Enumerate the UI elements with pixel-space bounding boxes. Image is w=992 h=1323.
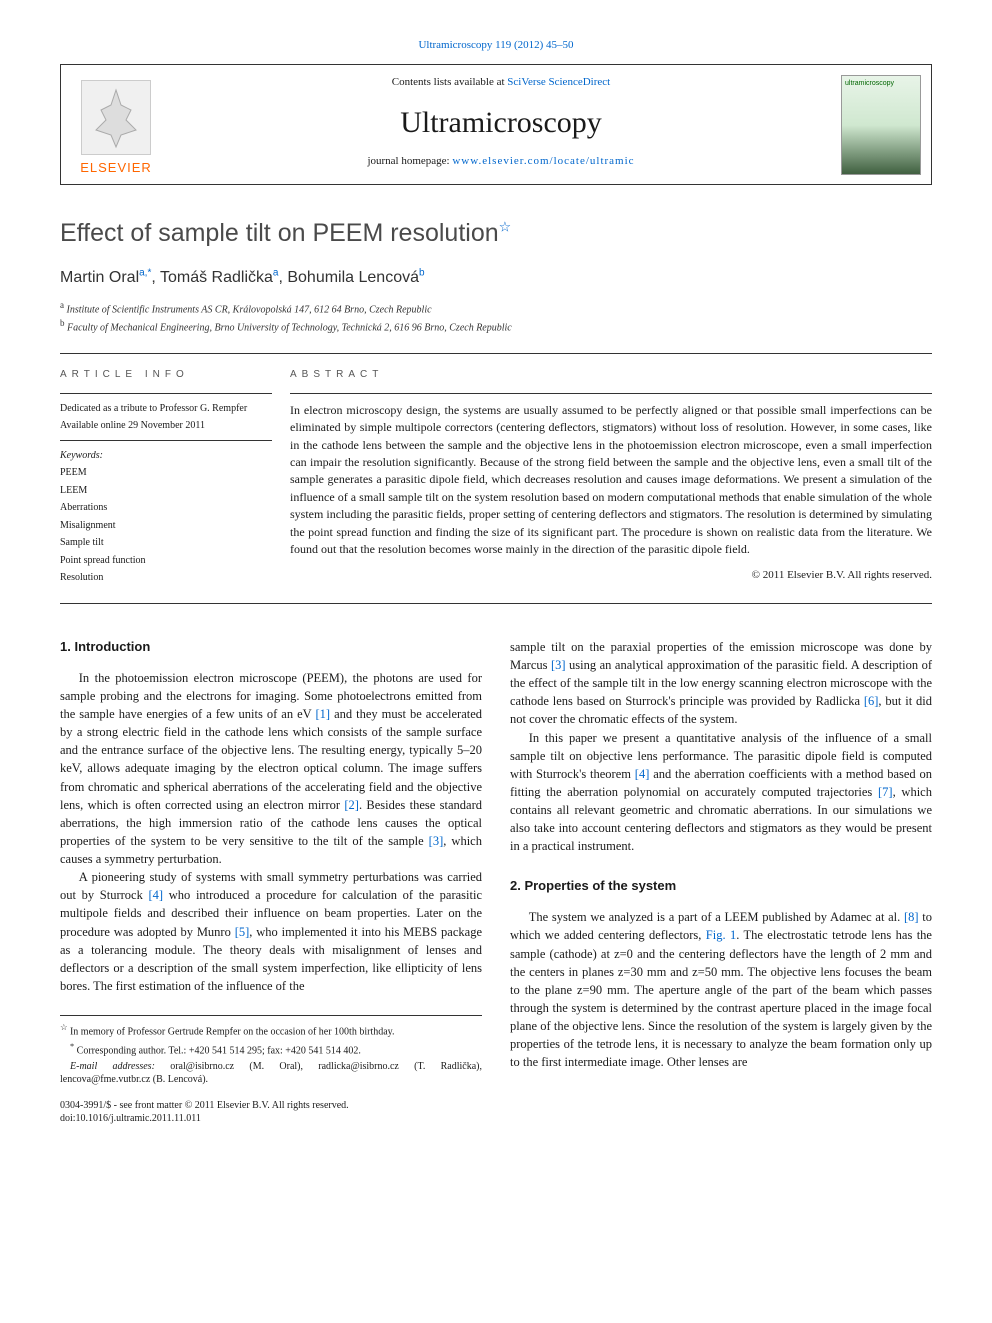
keyword: Sample tilt: [60, 536, 272, 551]
article-info-column: article info Dedicated as a tribute to P…: [60, 354, 290, 603]
abstract-heading: abstract: [290, 368, 932, 383]
footnote-memory: ☆ In memory of Professor Gertrude Rempfe…: [60, 1022, 482, 1039]
abstract-rule: [290, 393, 932, 394]
body-columns: 1. Introduction In the photoemission ele…: [60, 638, 932, 1125]
author-1-sup[interactable]: a,*: [139, 267, 151, 278]
info-rule-2: [60, 440, 272, 441]
corr-text: Corresponding author. Tel.: +420 541 514…: [77, 1045, 361, 1056]
email-label: E-mail addresses:: [70, 1061, 155, 1072]
affiliation-a: a Institute of Scientific Instruments AS…: [60, 299, 932, 317]
text: The system we analyzed is a part of a LE…: [529, 910, 904, 924]
s1-p2: A pioneering study of systems with small…: [60, 868, 482, 995]
ref-6-link[interactable]: [6]: [864, 694, 879, 708]
footnotes: ☆ In memory of Professor Gertrude Rempfe…: [60, 1015, 482, 1087]
abstract-column: abstract In electron microscopy design, …: [290, 354, 932, 603]
contents-line: Contents lists available at SciVerse Sci…: [181, 75, 821, 91]
keyword: Resolution: [60, 571, 272, 586]
author-3-sup[interactable]: b: [419, 267, 425, 278]
ref-4-link[interactable]: [4]: [149, 888, 164, 902]
dedication: Dedicated as a tribute to Professor G. R…: [60, 402, 272, 417]
cover-title: ultramicroscopy: [845, 79, 917, 89]
info-abstract-row: article info Dedicated as a tribute to P…: [60, 353, 932, 604]
affiliations: a Institute of Scientific Instruments AS…: [60, 299, 932, 336]
keywords-label: Keywords:: [60, 449, 272, 464]
body-col-right: sample tilt on the paraxial properties o…: [510, 638, 932, 1125]
keyword: Misalignment: [60, 519, 272, 534]
section-2-heading: 2. Properties of the system: [510, 877, 932, 896]
memory-marker: ☆: [60, 1023, 67, 1032]
section-1-heading: 1. Introduction: [60, 638, 482, 657]
authors: Martin Orala,*, Tomáš Radličkaa, Bohumil…: [60, 266, 932, 289]
top-citation: Ultramicroscopy 119 (2012) 45–50: [60, 38, 932, 54]
info-rule-1: [60, 393, 272, 394]
sciencedirect-link[interactable]: SciVerse ScienceDirect: [507, 76, 610, 88]
corr-marker: *: [70, 1042, 74, 1051]
article-info-heading: article info: [60, 368, 272, 383]
keyword: PEEM: [60, 466, 272, 481]
affil-a-text: Institute of Scientific Instruments AS C…: [67, 304, 432, 315]
abstract-copyright: © 2011 Elsevier B.V. All rights reserved…: [290, 568, 932, 584]
cover-block: ultramicroscopy: [831, 65, 931, 184]
ref-5-link[interactable]: [5]: [235, 925, 250, 939]
publisher-name: ELSEVIER: [80, 159, 152, 178]
issn-line: 0304-3991/$ - see front matter © 2011 El…: [60, 1099, 482, 1112]
elsevier-tree-icon: [81, 80, 151, 155]
affil-a-sup: a: [60, 300, 64, 310]
affil-b-text: Faculty of Mechanical Engineering, Brno …: [67, 322, 512, 333]
memory-text: In memory of Professor Gertrude Rempfer …: [70, 1026, 395, 1037]
author-2: Tomáš Radlička: [160, 269, 273, 286]
doi-line: doi:10.1016/j.ultramic.2011.11.011: [60, 1112, 482, 1125]
keyword: LEEM: [60, 484, 272, 499]
keyword: Point spread function: [60, 554, 272, 569]
ref-4b-link[interactable]: [4]: [635, 767, 650, 781]
journal-cover-icon: ultramicroscopy: [841, 75, 921, 175]
text: and they must be accelerated by a strong…: [60, 707, 482, 812]
fig-1-link[interactable]: Fig. 1: [706, 928, 736, 942]
ref-3b-link[interactable]: [3]: [551, 658, 566, 672]
footnote-corresponding: * Corresponding author. Tel.: +420 541 5…: [60, 1041, 482, 1058]
article-title: Effect of sample tilt on PEEM resolution…: [60, 215, 932, 251]
doi-block: 0304-3991/$ - see front matter © 2011 El…: [60, 1099, 482, 1125]
ref-1-link[interactable]: [1]: [315, 707, 330, 721]
text: . The electrostatic tetrode lens has the…: [510, 928, 932, 1069]
ref-8-link[interactable]: [8]: [904, 910, 919, 924]
author-3: Bohumila Lencová: [287, 269, 419, 286]
keyword: Aberrations: [60, 501, 272, 516]
s1-p1: In the photoemission electron microscope…: [60, 669, 482, 868]
publisher-block: ELSEVIER: [61, 65, 171, 184]
s1-p2-cont: sample tilt on the paraxial properties o…: [510, 638, 932, 729]
ref-3-link[interactable]: [3]: [429, 834, 444, 848]
journal-header: ELSEVIER Contents lists available at Sci…: [60, 64, 932, 185]
affiliation-b: b Faculty of Mechanical Engineering, Brn…: [60, 317, 932, 335]
author-2-sup[interactable]: a: [273, 267, 279, 278]
top-citation-link[interactable]: Ultramicroscopy 119 (2012) 45–50: [418, 39, 573, 51]
body-col-left: 1. Introduction In the photoemission ele…: [60, 638, 482, 1125]
abstract-text: In electron microscopy design, the syste…: [290, 402, 932, 559]
ref-7-link[interactable]: [7]: [878, 785, 893, 799]
page: Ultramicroscopy 119 (2012) 45–50 ELSEVIE…: [0, 0, 992, 1165]
s1-p3: In this paper we present a quantitative …: [510, 729, 932, 856]
ref-2-link[interactable]: [2]: [344, 798, 359, 812]
available-online: Available online 29 November 2011: [60, 419, 272, 434]
header-center: Contents lists available at SciVerse Sci…: [171, 65, 831, 184]
homepage-link[interactable]: www.elsevier.com/locate/ultramic: [452, 155, 634, 167]
journal-name: Ultramicroscopy: [181, 101, 821, 145]
affil-b-sup: b: [60, 318, 65, 328]
title-footnote-marker[interactable]: ☆: [499, 219, 512, 235]
s2-p1: The system we analyzed is a part of a LE…: [510, 908, 932, 1071]
footnote-emails: E-mail addresses: oral@isibrno.cz (M. Or…: [60, 1060, 482, 1087]
homepage-prefix: journal homepage:: [367, 155, 452, 167]
title-text: Effect of sample tilt on PEEM resolution: [60, 219, 499, 247]
contents-prefix: Contents lists available at: [392, 76, 507, 88]
journal-homepage: journal homepage: www.elsevier.com/locat…: [181, 154, 821, 170]
author-1: Martin Oral: [60, 269, 139, 286]
